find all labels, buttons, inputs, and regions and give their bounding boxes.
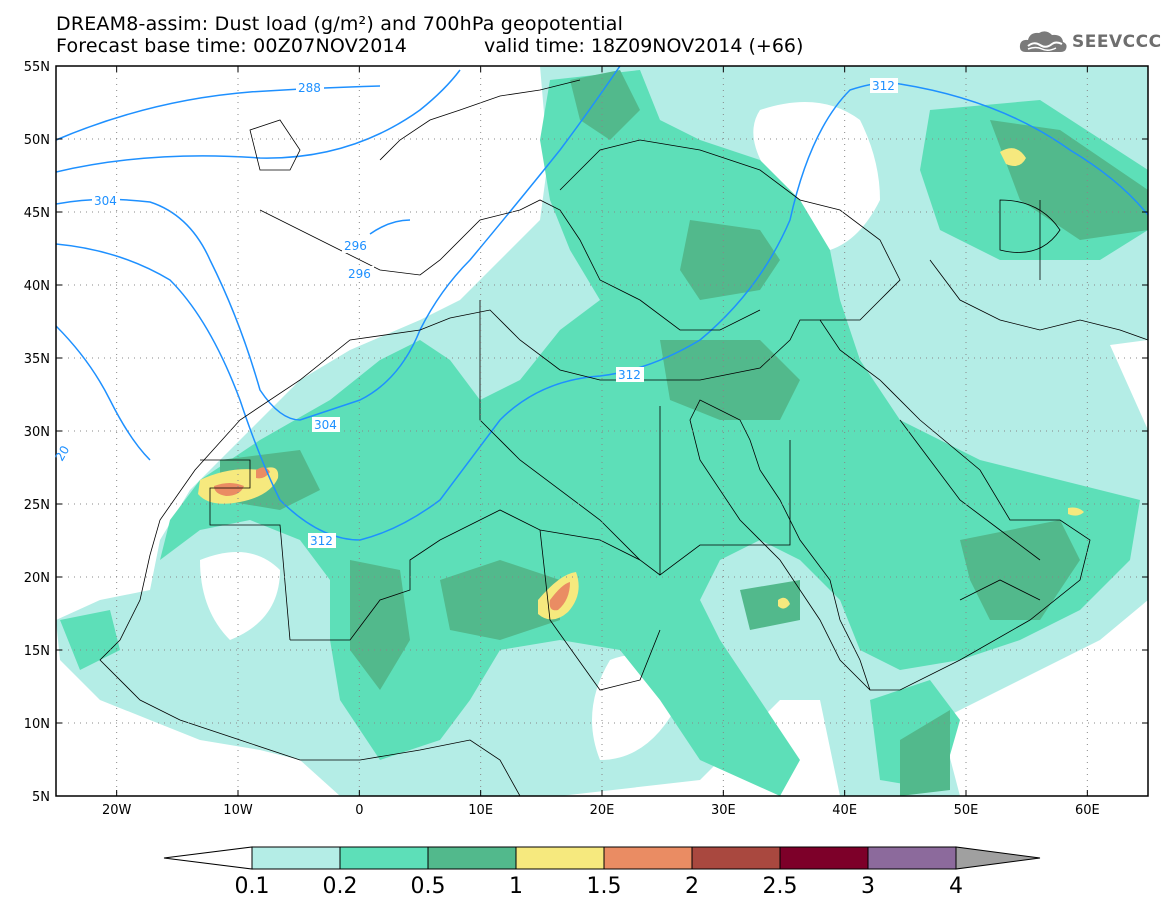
contour-label: 296 <box>344 239 367 253</box>
colorbar-label: 1 <box>509 874 523 899</box>
colorbar-segment <box>603 846 693 870</box>
contour-label: 288 <box>298 81 321 95</box>
colorbar-segment <box>779 846 869 870</box>
dust-heavy-region <box>220 70 1148 796</box>
latitude-label: 20N <box>24 571 50 586</box>
axis-ticks <box>56 65 1148 797</box>
contour-label: 312 <box>618 368 641 382</box>
longitude-label: 20W <box>102 803 132 818</box>
latitude-label: 15N <box>24 644 50 659</box>
latitude-label: 35N <box>24 352 50 367</box>
colorbar-over-triangle <box>955 846 1041 870</box>
colorbar-label: 2.5 <box>763 874 798 899</box>
valid-time: valid time: 18Z09NOV2014 (+66) <box>484 35 804 57</box>
colorbar-label: 3 <box>861 874 875 899</box>
longitude-label: 20E <box>590 803 615 818</box>
contour-label: 304 <box>94 194 117 208</box>
contour-label: 312 <box>872 79 895 93</box>
colorbar-segment <box>251 846 341 870</box>
longitude-label: 0 <box>355 803 363 818</box>
longitude-label: 40E <box>832 803 857 818</box>
colorbar: 0.1 0.2 0.5 1 1.5 2 2.5 3 4 <box>163 846 1041 899</box>
colorbar-segment <box>691 846 781 870</box>
longitude-label: 10E <box>468 803 493 818</box>
geopotential-contours <box>56 66 1148 541</box>
latitude-label: 10N <box>24 717 50 732</box>
latitude-label: 25N <box>24 498 50 513</box>
colorbar-segment <box>867 846 957 870</box>
colorbar-label: 0.5 <box>411 874 446 899</box>
logo-text: SEEVCCC <box>1072 32 1162 52</box>
coastlines-borders <box>99 79 1148 796</box>
latitude-label: 40N <box>24 279 50 294</box>
colorbar-segment <box>427 846 517 870</box>
longitude-label: 60E <box>1075 803 1100 818</box>
colorbar-label: 0.2 <box>323 874 358 899</box>
latitude-label: 50N <box>24 133 50 148</box>
latitude-labels: 55N 50N 45N 40N 35N 30N 25N 20N 15N 10N 5N <box>24 60 50 805</box>
longitude-labels: 20W 10W 0 10E 20E 30E 40E 50E 60E <box>102 803 1100 818</box>
colorbar-label: 2 <box>685 874 699 899</box>
cloud-icon <box>1019 31 1067 52</box>
latitude-label: 55N <box>24 60 50 75</box>
colorbar-label: 4 <box>949 874 963 899</box>
graticule <box>56 66 1148 796</box>
colorbar-segment <box>515 846 605 870</box>
colorbar-label: 0.1 <box>235 874 270 899</box>
colorbar-segment <box>339 846 429 870</box>
seevccc-logo: SEEVCCC <box>1018 28 1162 56</box>
colorbar-label: 1.5 <box>587 874 622 899</box>
contour-label: 296 <box>348 267 371 281</box>
forecast-base-time: Forecast base time: 00Z07NOV2014 <box>56 35 408 57</box>
longitude-label: 10W <box>223 803 253 818</box>
contour-label: 304 <box>314 418 337 432</box>
map-title: DREAM8-assim: Dust load (g/m²) and 700hP… <box>56 13 624 35</box>
longitude-label: 30E <box>711 803 736 818</box>
latitude-label: 5N <box>32 790 50 805</box>
contour-label: 20 <box>52 443 72 463</box>
latitude-label: 30N <box>24 425 50 440</box>
contour-label: 312 <box>310 534 333 548</box>
longitude-label: 50E <box>954 803 979 818</box>
contour-labels: 288 304 296 296 304 312 312 312 20 <box>52 78 898 548</box>
colorbar-under-triangle <box>163 846 253 870</box>
latitude-label: 45N <box>24 206 50 221</box>
